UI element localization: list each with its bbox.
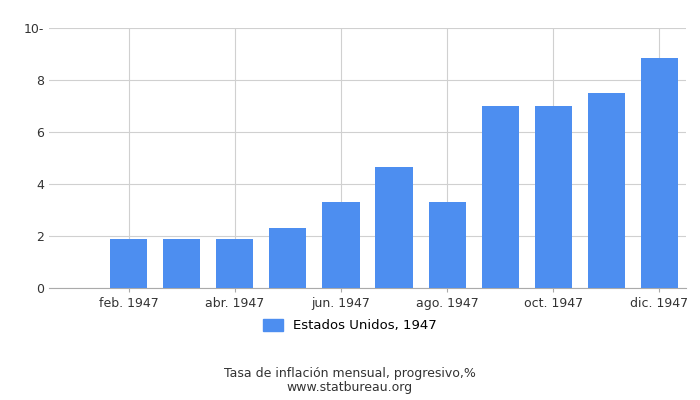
Text: Tasa de inflación mensual, progresivo,%: Tasa de inflación mensual, progresivo,% xyxy=(224,368,476,380)
Bar xyxy=(428,202,466,288)
Bar xyxy=(323,202,360,288)
Bar xyxy=(163,238,200,288)
Text: www.statbureau.org: www.statbureau.org xyxy=(287,382,413,394)
Bar xyxy=(216,238,253,288)
Bar xyxy=(110,238,147,288)
Bar xyxy=(588,93,625,288)
Bar xyxy=(535,106,572,288)
Bar xyxy=(375,167,412,288)
Bar xyxy=(641,58,678,288)
Bar xyxy=(270,228,307,288)
Bar xyxy=(482,106,519,288)
Legend: Estados Unidos, 1947: Estados Unidos, 1947 xyxy=(258,314,442,338)
